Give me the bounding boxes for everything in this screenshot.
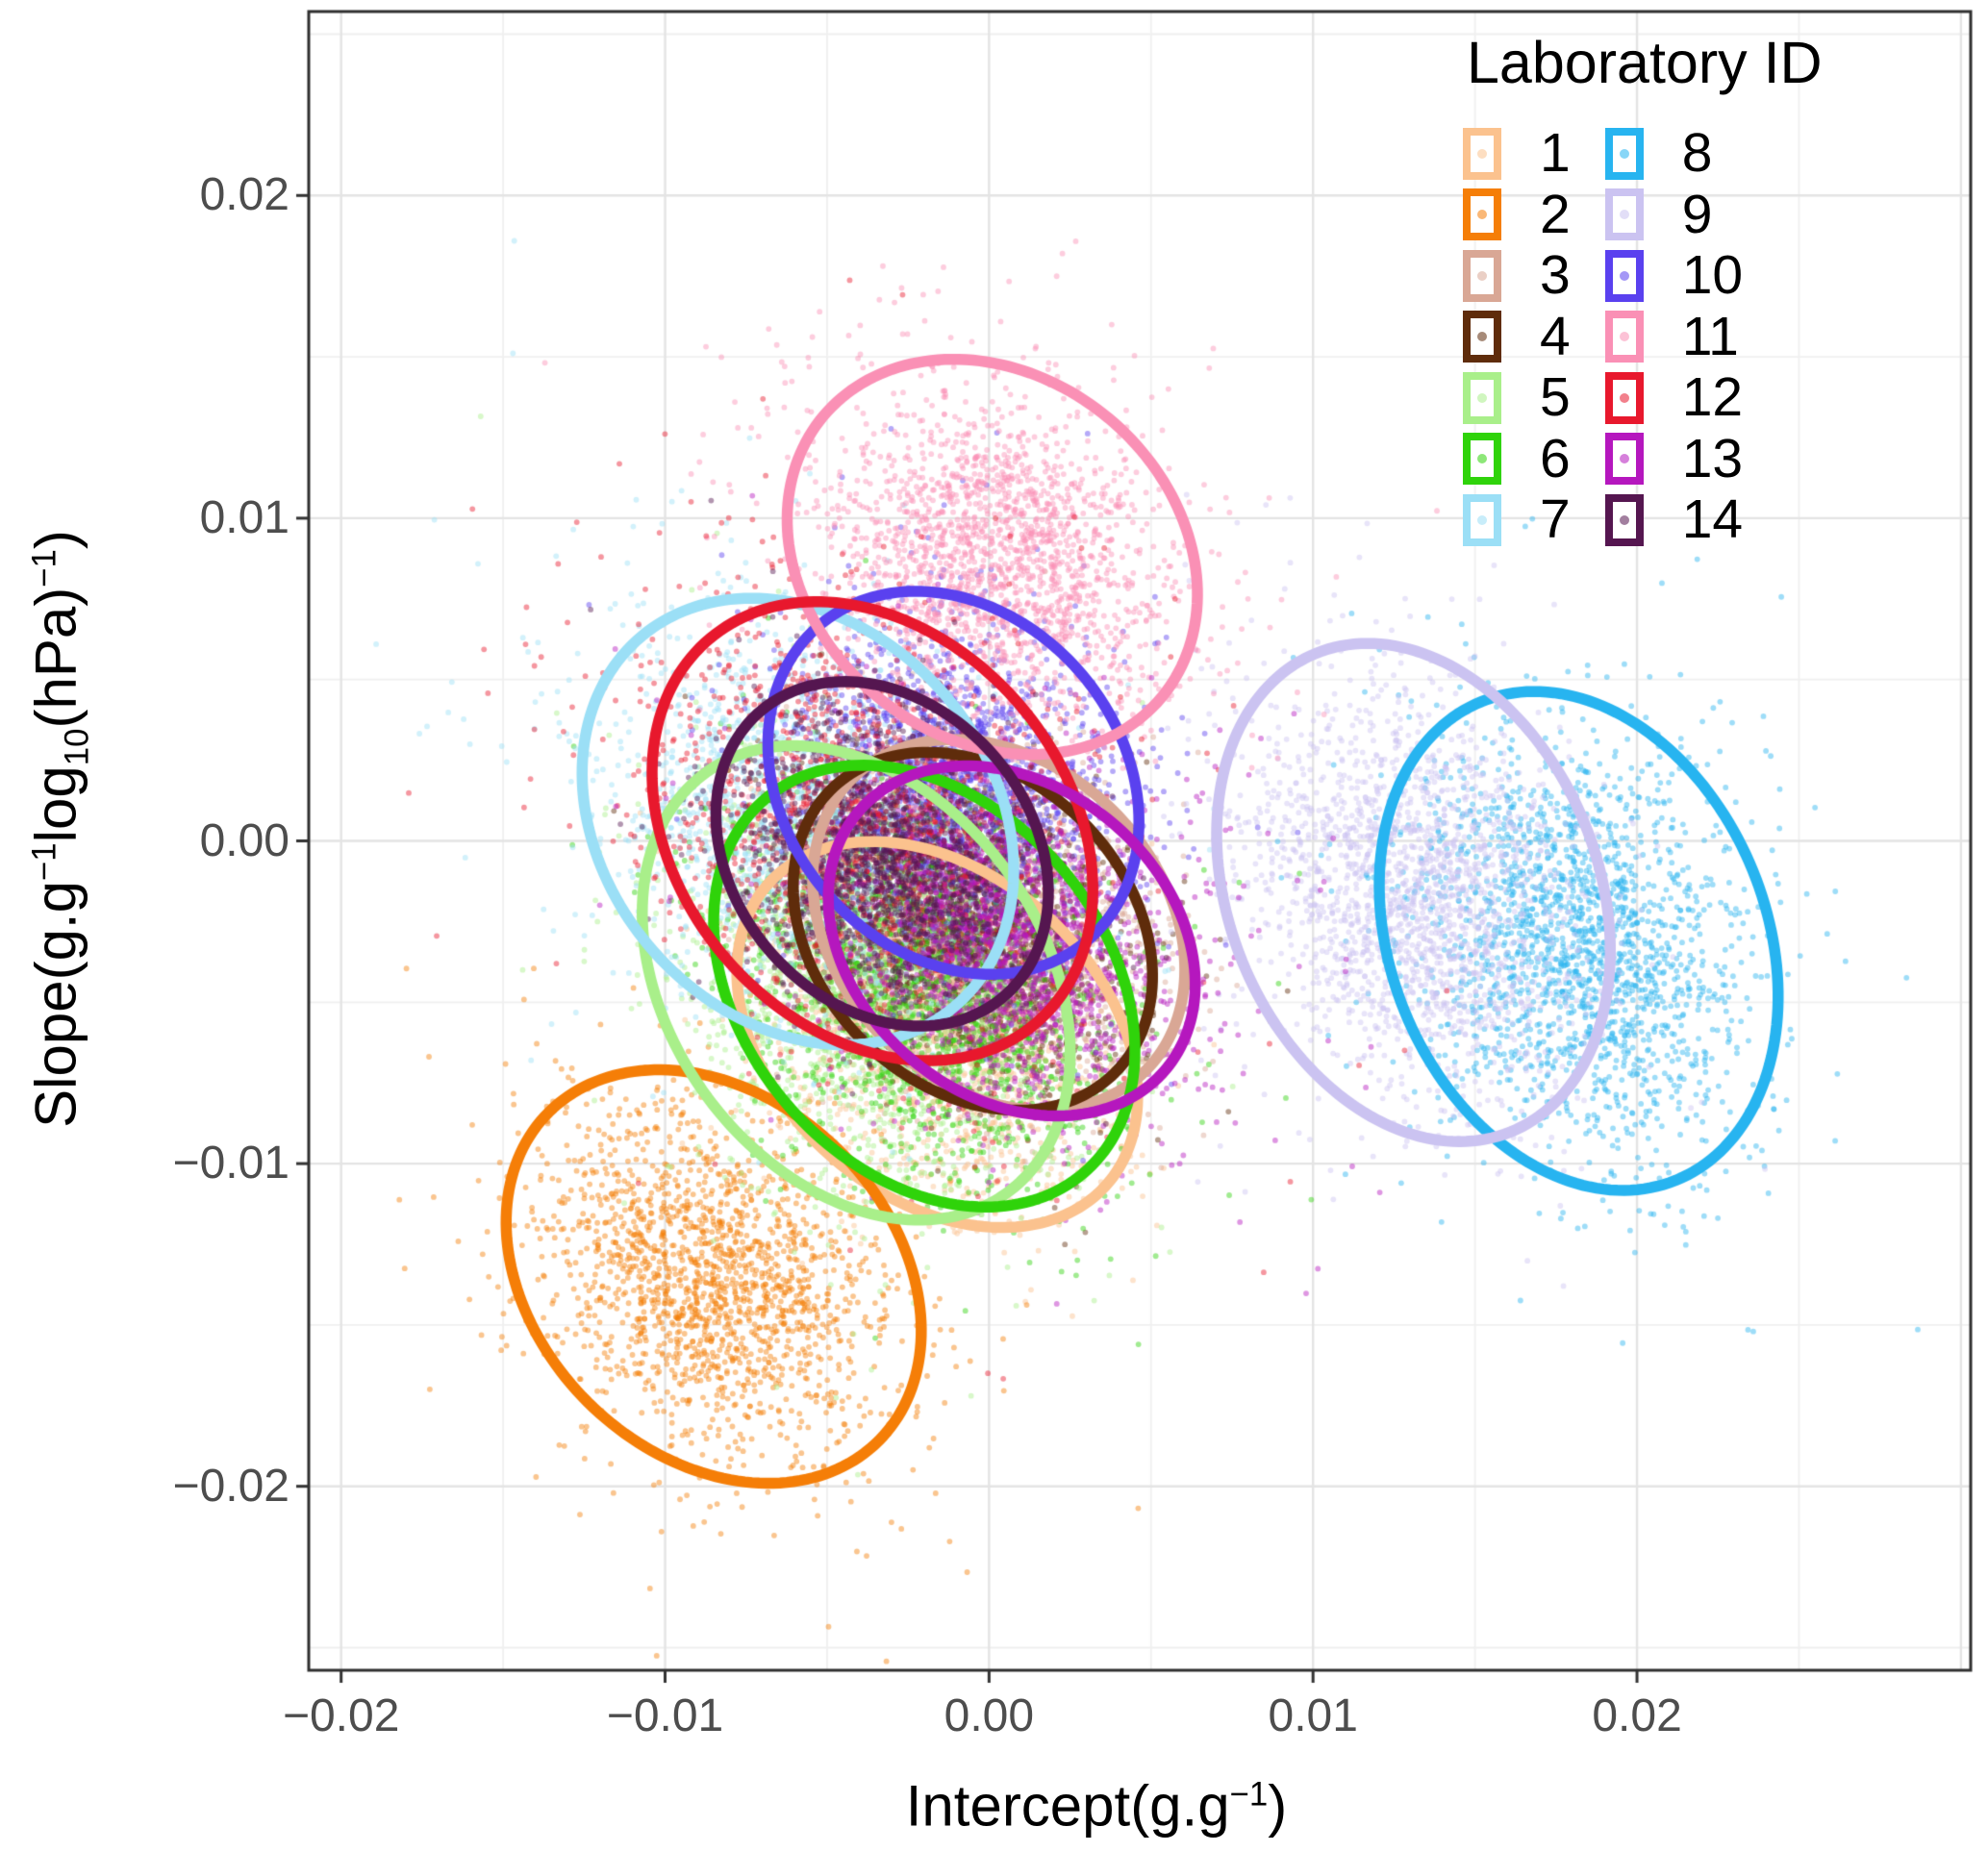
legend-key-dot [1477,332,1487,342]
legend-key-dot [1619,454,1629,464]
legend-key-dot [1619,148,1629,159]
y-tick-label: −0.01 [172,1138,289,1189]
axis-title-segment: ) [1268,1773,1288,1839]
x-tick-label: 0.01 [1268,1690,1358,1741]
legend-key-swatch-10 [1604,249,1644,302]
legend-key-swatch-1 [1463,127,1501,180]
y-tick-label: 0.00 [199,814,289,866]
legend-item-label-12: 12 [1681,366,1744,429]
legend-column: 8 9 10 11 12 13 14 [1604,122,1744,551]
legend-key-swatch-5 [1463,371,1501,424]
legend-item-label-1: 1 [1540,122,1571,185]
legend-item-label-14: 14 [1681,488,1744,551]
legend-key-swatch-11 [1604,311,1644,363]
legend: Laboratory ID 1 2 3 4 5 6 7 8 9 10 11 12 13 14 [1463,29,1823,551]
legend-key-dot [1619,270,1629,281]
legend-key-swatch-9 [1604,188,1644,241]
y-tick-label: −0.02 [172,1460,289,1512]
x-tick-label: −0.02 [282,1690,400,1741]
x-axis-title: Intercept(g.g−1) [906,1773,1288,1839]
legend-key-swatch-8 [1604,127,1644,180]
legend-key-swatch-14 [1604,493,1644,546]
legend-title: Laboratory ID [1467,30,1823,95]
legend-key-dot [1619,332,1629,342]
legend-key-swatch-13 [1604,433,1644,486]
legend-key-dot [1477,392,1487,403]
legend-columns: 1 2 3 4 5 6 7 8 9 10 11 12 13 14 [1463,123,1823,551]
legend-item-label-4: 4 [1540,305,1571,367]
y-tick-label: 0.02 [199,169,289,221]
legend-key-dot [1477,210,1487,220]
legend-item-label-13: 13 [1681,427,1744,489]
legend-item-label-7: 7 [1540,488,1571,551]
legend-key-dot [1477,148,1487,159]
legend-item-label-11: 11 [1681,305,1739,367]
legend-key-swatch-12 [1604,371,1644,424]
legend-key-dot [1477,270,1487,281]
legend-item-label-5: 5 [1540,366,1571,429]
legend-key-dot [1477,454,1487,464]
legend-item-label-9: 9 [1681,183,1713,245]
axis-title-segment: 10 [58,728,96,766]
axis-title-segment: Slope(g.g [23,881,88,1128]
legend-item-label-8: 8 [1681,122,1713,185]
x-tick-label: 0.00 [944,1690,1035,1741]
legend-key-dot [1619,514,1629,525]
legend-key-swatch-2 [1463,188,1501,241]
legend-key-dot [1477,514,1487,525]
y-tick-label: 0.01 [199,491,289,543]
axis-title-segment: −1 [1229,1775,1269,1814]
axis-title-segment: Intercept(g.g [905,1773,1230,1839]
legend-key-swatch-6 [1463,433,1501,486]
legend-key-swatch-7 [1463,493,1501,546]
x-tick-label: −0.01 [606,1690,724,1741]
legend-key-dot [1619,210,1629,220]
axis-title-segment: (hPa) [23,587,88,729]
legend-key-swatch-4 [1463,311,1501,363]
axis-title-segment: −1 [25,549,63,588]
legend-item-label-2: 2 [1540,183,1571,245]
legend-item-label-6: 6 [1540,427,1571,489]
legend-key-swatch-3 [1463,249,1501,302]
legend-item-label-10: 10 [1681,244,1744,307]
x-tick-label: 0.02 [1592,1690,1682,1741]
legend-key-dot [1619,392,1629,403]
legend-item-label-3: 3 [1540,244,1571,307]
